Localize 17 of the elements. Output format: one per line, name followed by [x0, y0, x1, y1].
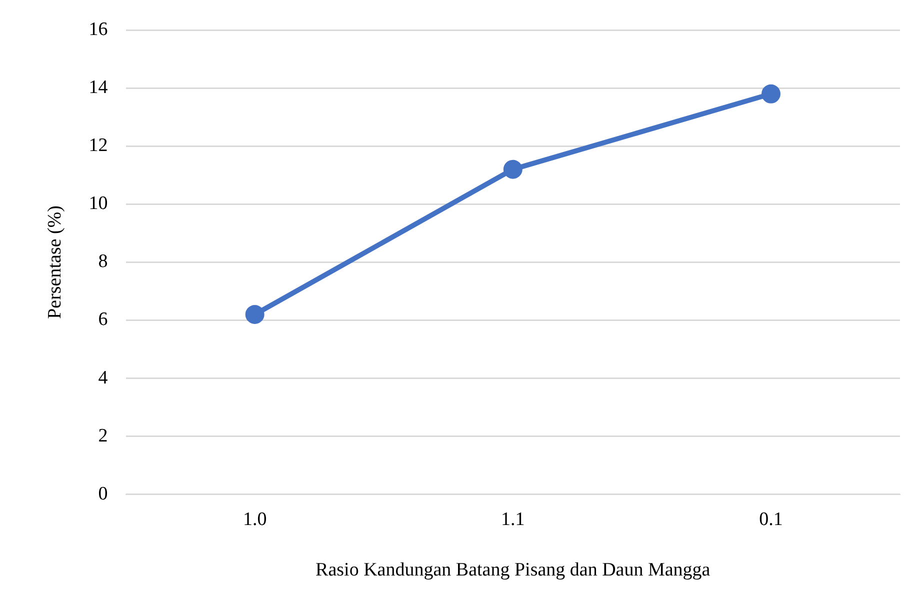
point — [761, 84, 780, 104]
y-tick-label: 0 — [98, 483, 108, 504]
x-tick-label: 1.1 — [501, 508, 525, 530]
y-tick-label: 8 — [98, 251, 108, 272]
y-tick-label: 10 — [88, 193, 108, 214]
point — [503, 160, 522, 179]
x-tick-label: 1.0 — [242, 508, 267, 530]
y-tick-label: 12 — [88, 135, 108, 156]
x-tick-label: 0.1 — [759, 508, 783, 530]
y-tick-label: 4 — [98, 367, 108, 388]
y-tick-label: 2 — [98, 425, 108, 446]
y-tick-label: 16 — [88, 18, 108, 40]
x-axis-title: Rasio Kandungan Batang Pisang dan Daun Mangga — [316, 560, 711, 581]
y-tick-label: 6 — [98, 309, 108, 330]
y-axis-title: Persentase (%) — [44, 205, 66, 319]
point — [245, 304, 264, 324]
y-tick-label: 14 — [88, 77, 108, 98]
